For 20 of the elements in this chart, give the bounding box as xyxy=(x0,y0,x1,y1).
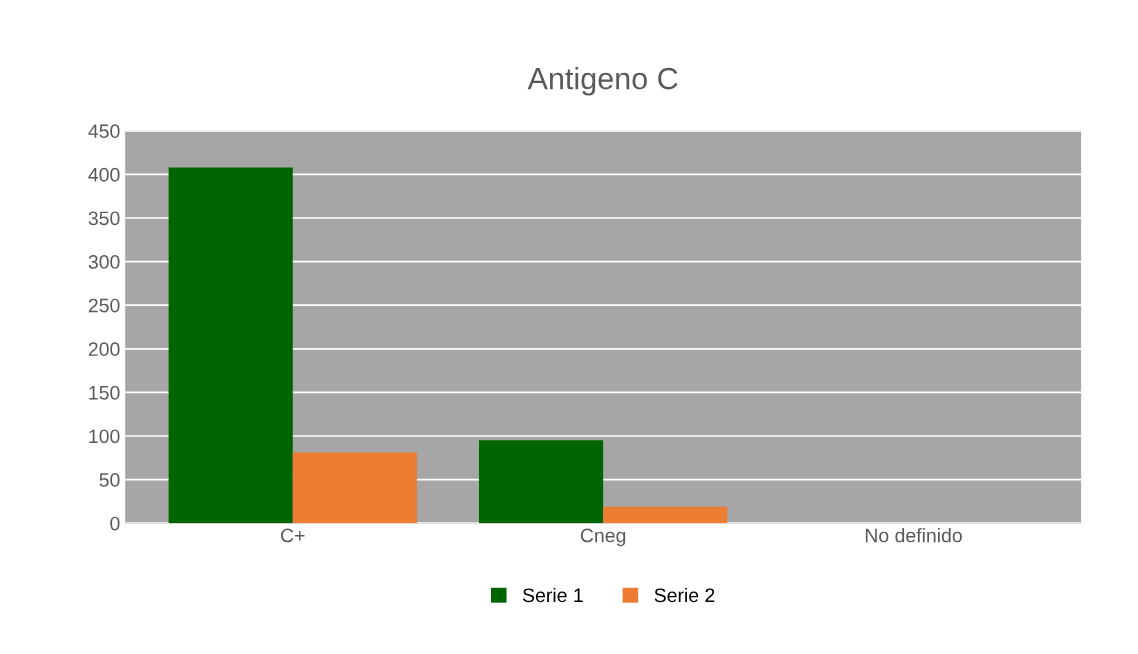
bar xyxy=(603,506,728,524)
y-tick-label: 100 xyxy=(89,429,120,444)
y-tick-label: 350 xyxy=(88,211,120,226)
y-tick-label: 200 xyxy=(88,342,120,357)
chart-title: Antigeno C xyxy=(527,66,678,96)
x-tick-label: No definido xyxy=(865,528,962,543)
x-tick-label: Cneg xyxy=(580,528,626,547)
y-tick-label: 250 xyxy=(88,298,120,313)
legend-label: Serie 1 xyxy=(522,587,583,603)
y-tick-label: 400 xyxy=(88,167,120,182)
bar xyxy=(292,452,417,524)
y-tick-label: 150 xyxy=(89,385,120,400)
y-tick-label: 50 xyxy=(99,473,120,487)
bar xyxy=(168,167,293,524)
legend-label: Serie 2 xyxy=(654,587,715,603)
x-tick-label: C+ xyxy=(281,528,305,543)
y-tick-label: 450 xyxy=(88,124,120,139)
bar xyxy=(478,440,604,524)
y-tick-label: 300 xyxy=(88,255,120,269)
y-tick-label: 0 xyxy=(110,516,120,531)
